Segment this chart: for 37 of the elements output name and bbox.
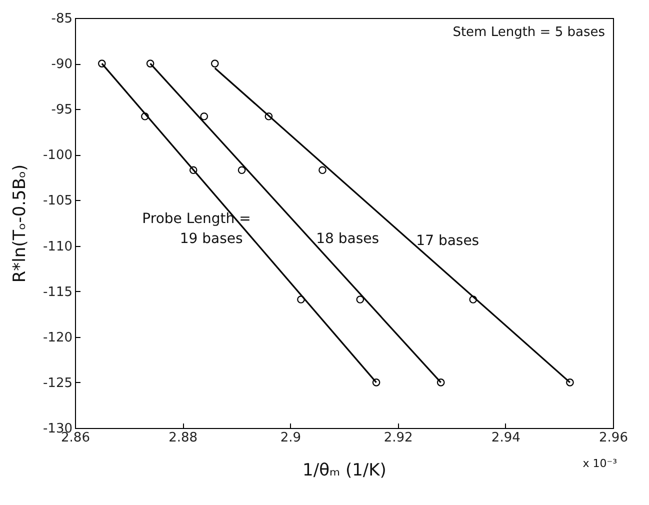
x-tick-label: 2.88 [168,430,198,446]
y-tick-label: -100 [42,148,72,164]
point [469,296,478,304]
point [141,112,149,120]
y-tick-label: -85 [51,12,72,26]
y-axis-title: R*ln(Tₒ-0.5Bₒ) [10,164,30,283]
point [210,60,219,68]
x-tick-label: 2.94 [491,430,520,446]
point [146,60,154,68]
x-tick-label: 2.9 [280,430,302,446]
point [372,378,380,386]
point [189,166,198,174]
y-tick-label: -90 [51,57,72,72]
point [200,112,208,120]
point [98,60,106,68]
series-label: 17 bases [416,232,480,249]
point [318,166,326,174]
y-tick-label: -125 [42,376,72,391]
annotation: Probe Length = [142,210,251,227]
point [566,378,574,386]
y-tick-label: -110 [42,239,72,254]
x-axis-title: 1/θₘ (1/K) [302,460,386,480]
series-label: 19 bases [180,230,243,247]
text: x 10⁻³ [582,457,617,470]
point [297,296,305,304]
point [264,112,273,120]
series-label: 18 bases [316,230,380,247]
point [436,378,445,386]
y-tick-label: -95 [51,102,72,118]
x-tick-label: 2.92 [384,430,413,446]
y-tick-label: -120 [42,330,72,346]
point [356,296,364,304]
x-tick-label: 2.96 [599,430,628,446]
point [238,166,246,174]
y-tick-label: -115 [42,284,72,300]
annotation: Stem Length = 5 bases [452,25,606,40]
y-tick-label: -105 [42,194,72,209]
